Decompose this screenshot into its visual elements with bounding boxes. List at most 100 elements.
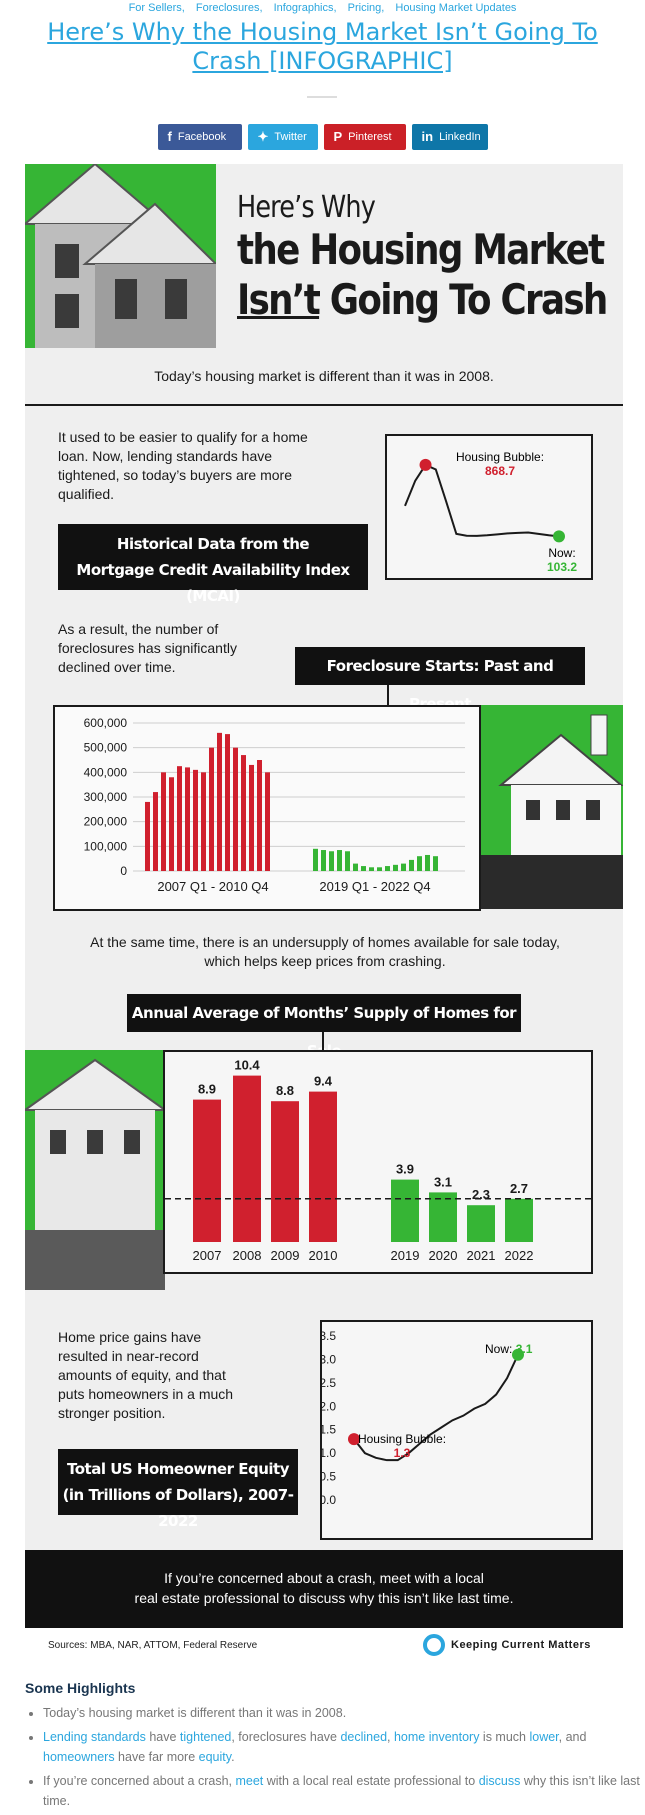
y-tick-label: 600,000 (84, 716, 128, 730)
category-link[interactable]: Infographics, (273, 2, 337, 14)
highlights-list: Today’s housing market is different than… (25, 1703, 641, 1815)
supply-bar (193, 1099, 221, 1242)
text: have far more (114, 1750, 199, 1764)
kcm-logo-icon (423, 1634, 445, 1656)
highlights-title: Some Highlights (25, 1680, 136, 1696)
foreclosure-bar (329, 851, 334, 871)
x-tick-label: 2020 (429, 1248, 458, 1263)
supply-data-label: 9.4 (314, 1074, 333, 1089)
mcai-title-line2: Mortgage Credit Availability Index (MCAI… (76, 561, 350, 605)
foreclosure-bar (361, 866, 366, 871)
post-title[interactable]: Here’s Why the Housing Market Isn’t Goin… (47, 18, 598, 75)
equity-title-line2: (in Trillions of Dollars), 2007-2022 (62, 1486, 294, 1530)
infographic: Here’s Why the Housing Market Isn’t Goin… (25, 164, 623, 1628)
foreclosure-bar (217, 732, 222, 871)
sources-text: Sources: MBA, NAR, ATTOM, Federal Reserv… (48, 1640, 258, 1651)
foreclosure-bar (417, 856, 422, 871)
foreclosure-bar (153, 792, 158, 871)
link-lending-standards[interactable]: Lending standards (43, 1730, 146, 1744)
category-link[interactable]: Pricing, (347, 2, 385, 14)
equity-now-label: Now: (485, 1342, 513, 1356)
equity-title-box: Total US Homeowner Equity (in Trillions … (58, 1449, 298, 1530)
y-tick-label: 2.0 (322, 1399, 336, 1413)
text: have (145, 1730, 180, 1744)
x-tick-label: 2019 (391, 1248, 420, 1263)
supply-bar (233, 1075, 261, 1242)
equity-line (353, 1354, 519, 1462)
foreclosure-bar (169, 777, 174, 871)
connector-line (387, 685, 389, 705)
text: If you’re concerned about a crash, (43, 1774, 236, 1788)
foreclosure-bar (337, 850, 342, 871)
headline-line1: the Housing Market (237, 225, 605, 274)
hero-house-image (25, 164, 219, 348)
link-discuss[interactable]: discuss (478, 1774, 521, 1788)
foreclosure-bar (377, 867, 382, 871)
text: , and (558, 1730, 587, 1744)
link-homeowners[interactable]: homeowners (43, 1750, 115, 1764)
foreclosure-bar (201, 772, 206, 871)
category-links: For Sellers, Foreclosures, Infographics,… (0, 2, 645, 14)
foreclosure-bar (369, 867, 374, 871)
y-tick-label: 3.0 (322, 1352, 336, 1366)
linkedin-share-button[interactable]: in LinkedIn (411, 124, 488, 150)
headline-small: Here’s Why (237, 190, 376, 225)
foreclosure-bar (209, 747, 214, 871)
supply-bar (391, 1179, 419, 1242)
headline-rest: Going To Crash (319, 275, 609, 324)
foreclosure-bar (385, 866, 390, 871)
y-tick-label: 3.5 (322, 1329, 336, 1343)
facebook-share-button[interactable]: f Facebook (157, 124, 242, 150)
y-tick-label: 1.0 (322, 1446, 336, 1460)
supply-title-box: Annual Average of Months’ Supply of Home… (127, 994, 521, 1060)
supply-data-label: 3.1 (434, 1174, 452, 1189)
connector-line (322, 1032, 324, 1052)
highlight-item: Today’s housing market is different than… (43, 1703, 641, 1723)
equity-title-line1: Total US Homeowner Equity (67, 1460, 289, 1478)
equity-text: Home price gains have resulted in near-r… (58, 1329, 234, 1421)
foreclosure-title-box: Foreclosure Starts: Past and Present (295, 647, 585, 713)
equity-bubble-dot (348, 1433, 360, 1446)
foreclosure-bar (161, 772, 166, 871)
foreclosure-bar (313, 848, 318, 871)
mcai-title-line1: Historical Data from the (116, 535, 310, 553)
supply-data-label: 2.3 (472, 1187, 490, 1202)
category-link[interactable]: Housing Market Updates (395, 2, 517, 14)
twitter-share-button[interactable]: ✦ Twitter (247, 124, 318, 150)
title-divider (307, 96, 337, 98)
twitter-icon: ✦ (257, 129, 269, 144)
link-equity[interactable]: equity (198, 1750, 232, 1764)
foreclosure-bar (409, 859, 414, 871)
category-link[interactable]: Foreclosures, (195, 2, 263, 14)
y-tick-label: 100,000 (84, 839, 128, 853)
foreclosure-bar (177, 766, 182, 871)
link-home-inventory[interactable]: home inventory (393, 1730, 480, 1744)
link-lower[interactable]: lower (529, 1730, 559, 1744)
x-tick-label: 2008 (233, 1248, 262, 1263)
y-tick-label: 1.5 (322, 1423, 336, 1437)
pinterest-icon: P (333, 129, 343, 144)
linkedin-icon: in (421, 129, 434, 144)
x-tick-label: 2022 (505, 1248, 534, 1263)
mcai-bubble-value: 868.7 (484, 464, 516, 478)
foreclosure-bar (425, 854, 430, 871)
y-tick-label: 500,000 (84, 741, 128, 755)
foreclosure-bar (233, 747, 238, 871)
category-link[interactable]: For Sellers, (128, 2, 185, 14)
highlight-item: If you’re concerned about a crash, meet … (43, 1771, 641, 1811)
equity-now-dot (512, 1348, 524, 1361)
text: , (387, 1730, 394, 1744)
mcai-now-dot (553, 530, 565, 543)
mcai-now-label: Now: (548, 546, 576, 560)
link-meet[interactable]: meet (235, 1774, 264, 1788)
supply-bar (271, 1101, 299, 1242)
foreclosure-bar (401, 863, 406, 871)
pinterest-label: Pinterest (348, 131, 392, 143)
pinterest-share-button[interactable]: P Pinterest (323, 124, 406, 150)
foreclosure-bar (265, 772, 270, 871)
mcai-bubble-dot (419, 458, 432, 471)
link-tightened[interactable]: tightened (179, 1730, 232, 1744)
supply-bar (467, 1205, 495, 1242)
brand-name: Keeping Current Matters (451, 1639, 591, 1651)
link-declined[interactable]: declined (340, 1730, 388, 1744)
